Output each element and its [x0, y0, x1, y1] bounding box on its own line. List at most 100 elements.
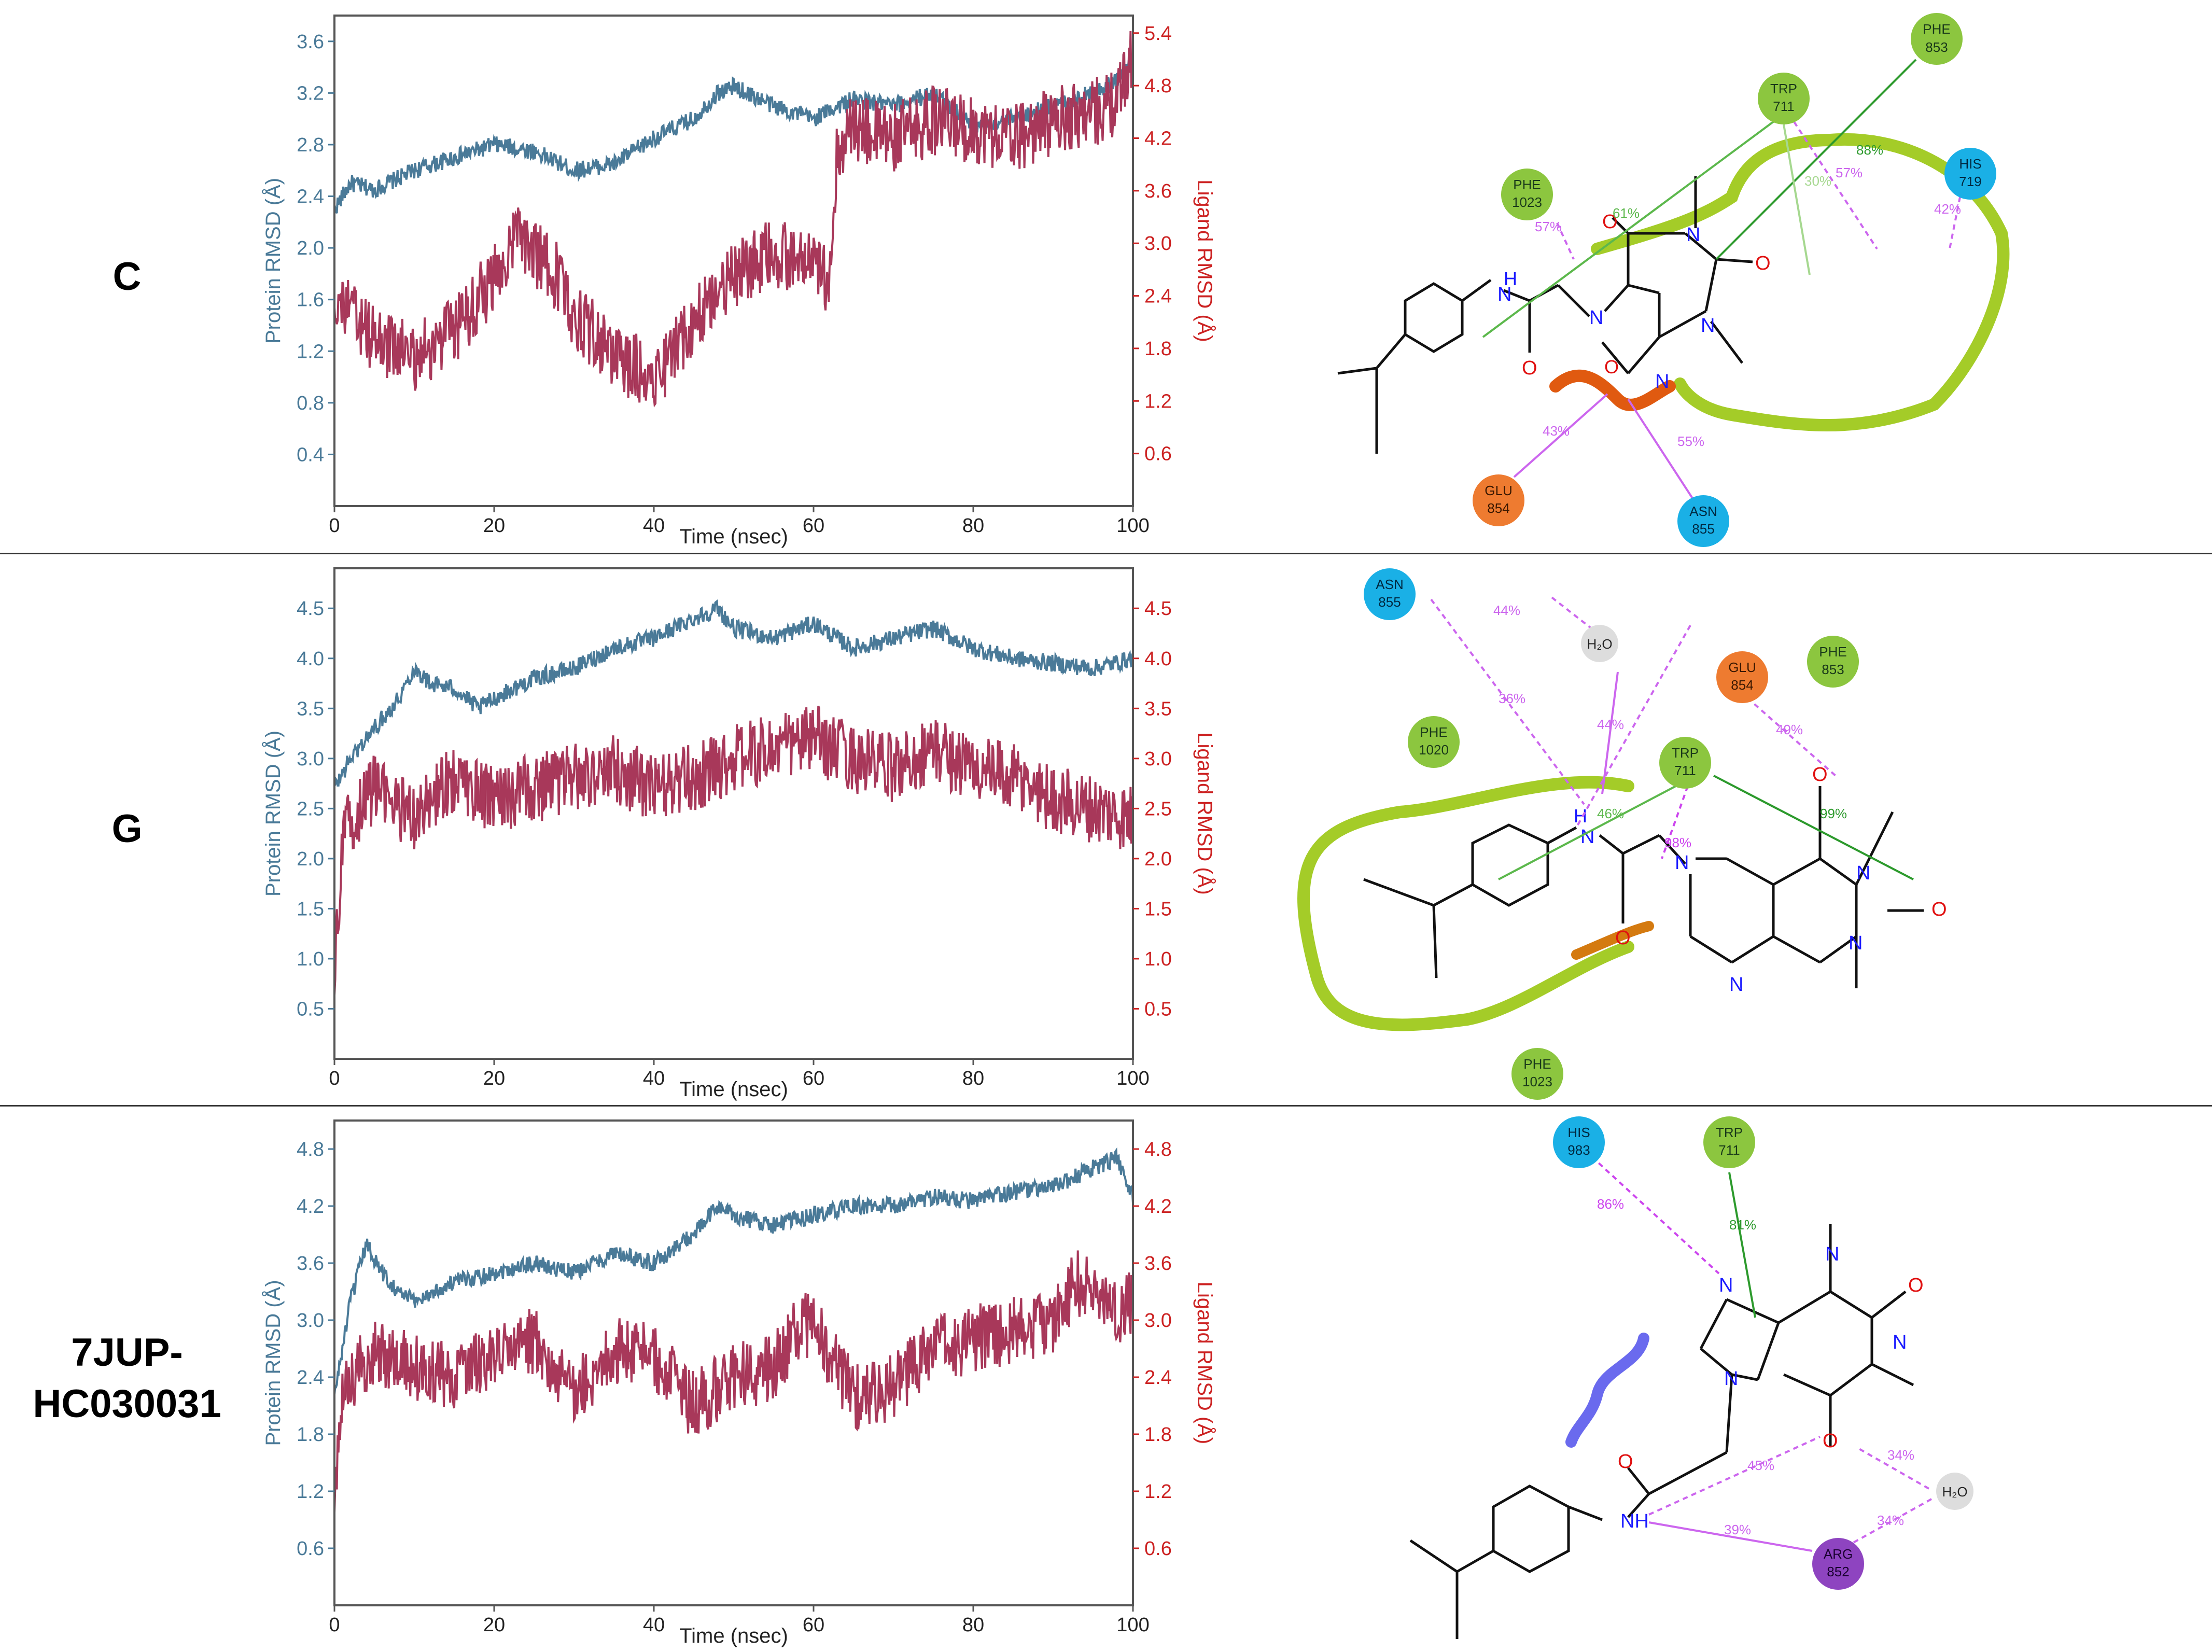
plot-frame [333, 1119, 1134, 1606]
svg-text:N: N [1729, 974, 1743, 996]
row-label-c: C [113, 255, 142, 299]
y-right-tick-label: 2.4 [1144, 1367, 1172, 1389]
svg-text:TRP: TRP [1770, 81, 1797, 96]
x-tick-label: 100 [1116, 515, 1149, 537]
svg-text:N: N [1856, 862, 1870, 884]
y-left-tick-label: 3.0 [297, 748, 324, 770]
y-right-axis-label: Ligand RMSD (Å) [1193, 1282, 1216, 1444]
svg-text:711: 711 [1718, 1142, 1740, 1158]
interaction-diagram-g: H N O N N O N O N 44% 36% 44% 49% 46% 98… [1297, 568, 1947, 1100]
y-right-tick-label: 1.5 [1144, 898, 1172, 920]
y-right-tick-label: 2.4 [1144, 286, 1172, 307]
x-tick-label: 20 [483, 515, 505, 537]
svg-text:88%: 88% [1856, 142, 1883, 158]
svg-text:O: O [1618, 1451, 1633, 1473]
svg-text:ASN: ASN [1376, 577, 1403, 592]
svg-text:H: H [1504, 268, 1517, 289]
rmsd-chart-c: 0 20 40 60 80 100 Time (nsec) 0.4 0.8 1.2 1.6 2.0 2.… [261, 15, 1216, 548]
svg-text:TRP: TRP [1716, 1125, 1743, 1140]
svg-text:N: N [1655, 371, 1669, 393]
svg-text:55%: 55% [1677, 433, 1704, 449]
y-right-tick-label: 4.8 [1144, 75, 1172, 97]
svg-text:1023: 1023 [1522, 1074, 1552, 1089]
svg-text:O: O [1615, 927, 1631, 949]
svg-text:HIS: HIS [1567, 1125, 1590, 1140]
svg-text:719: 719 [1959, 174, 1981, 189]
x-tick-label: 40 [643, 515, 665, 537]
y-right-tick-label: 0.5 [1144, 998, 1172, 1020]
y-left-tick-label: 2.0 [297, 237, 324, 259]
svg-text:49%: 49% [1776, 722, 1803, 737]
svg-text:N: N [1701, 315, 1715, 337]
ligand-rmsd-line [333, 1250, 1134, 1513]
y-left-tick-label: 1.5 [297, 898, 324, 920]
svg-text:N: N [1893, 1332, 1907, 1353]
svg-text:46%: 46% [1597, 806, 1624, 821]
y-left-tick-label: 0.6 [297, 1538, 324, 1560]
y-right-tick-label: 0.6 [1144, 443, 1172, 465]
svg-text:HIS: HIS [1959, 156, 1981, 172]
x-tick-label: 100 [1116, 1614, 1149, 1636]
svg-text:NH: NH [1620, 1510, 1649, 1532]
y-right-tick-label: 2.0 [1144, 848, 1172, 870]
svg-text:39%: 39% [1724, 1522, 1751, 1537]
y-left-tick-label: 3.6 [297, 31, 324, 53]
y-right-tick-label: 3.0 [1144, 748, 1172, 770]
protein-rmsd-line [333, 599, 1134, 787]
y-left-tick-label: 3.5 [297, 698, 324, 720]
svg-text:N: N [1825, 1243, 1839, 1265]
svg-text:852: 852 [1827, 1564, 1849, 1579]
x-tick-label: 60 [803, 515, 824, 537]
row-label-7jup: 7JUP- HC030031 [33, 1331, 221, 1426]
svg-text:O: O [1931, 899, 1947, 920]
plot-frame [333, 567, 1134, 1060]
svg-text:44%: 44% [1597, 717, 1624, 732]
svg-text:N: N [1497, 284, 1511, 305]
y-left-tick-label: 1.2 [297, 341, 324, 362]
svg-text:853: 853 [1925, 39, 1948, 55]
svg-text:O: O [1602, 211, 1618, 233]
svg-text:711: 711 [1674, 763, 1696, 778]
y-right-tick-label: 1.8 [1144, 338, 1172, 360]
y-right-tick-label: 0.6 [1144, 1538, 1172, 1560]
svg-text:ASN: ASN [1689, 503, 1717, 519]
y-left-tick-label: 0.8 [297, 393, 324, 414]
y-right-tick-label: 3.0 [1144, 1310, 1172, 1332]
ligand-rmsd-line [333, 31, 1134, 408]
y-right-tick-label: 4.5 [1144, 598, 1172, 620]
x-tick-label: 40 [643, 1614, 665, 1636]
svg-text:H₂O: H₂O [1587, 636, 1612, 652]
x-tick-label: 20 [483, 1614, 505, 1636]
plot-frame [333, 15, 1134, 507]
svg-text:30%: 30% [1804, 173, 1831, 189]
svg-text:57%: 57% [1836, 165, 1863, 180]
svg-text:N: N [1675, 852, 1689, 874]
y-right-tick-label: 5.4 [1144, 23, 1172, 45]
x-tick-label: 80 [962, 1068, 984, 1089]
svg-text:GLU: GLU [1485, 483, 1512, 498]
svg-text:44%: 44% [1493, 603, 1520, 618]
y-left-tick-label: 2.4 [297, 186, 324, 208]
y-right-tick-label: 2.5 [1144, 798, 1172, 820]
svg-text:853: 853 [1822, 662, 1844, 677]
svg-text:855: 855 [1378, 594, 1401, 610]
svg-text:854: 854 [1487, 500, 1509, 516]
y-left-tick-label: 4.2 [297, 1196, 324, 1217]
y-left-tick-label: 1.8 [297, 1424, 324, 1446]
svg-text:99%: 99% [1820, 806, 1847, 821]
svg-text:PHE: PHE [1420, 724, 1447, 740]
svg-text:O: O [1823, 1430, 1838, 1452]
x-axis-label: Time (nsec) [679, 1625, 788, 1647]
svg-text:86%: 86% [1597, 1196, 1624, 1212]
y-left-tick-label: 4.8 [297, 1139, 324, 1160]
svg-text:1023: 1023 [1512, 194, 1542, 210]
panel-separator-1 [0, 553, 2212, 554]
rmsd-chart-g: 0 20 40 60 80 100 Time (nsec) 0.5 1.0 1.5 2.0 2.5 3.… [261, 567, 1216, 1101]
svg-text:N: N [1724, 1368, 1738, 1390]
y-left-tick-label: 0.5 [297, 998, 324, 1020]
y-right-tick-label: 3.5 [1144, 698, 1172, 720]
y-left-tick-label: 2.8 [297, 134, 324, 156]
row-label-g: G [111, 807, 143, 851]
y-right-tick-label: 4.0 [1144, 648, 1172, 670]
y-left-tick-label: 3.2 [297, 82, 324, 104]
